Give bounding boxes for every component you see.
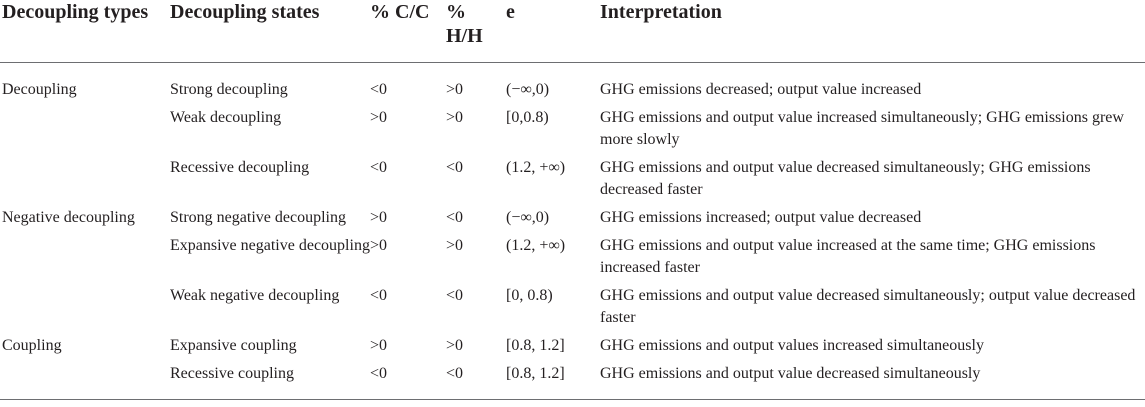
header-hh: % H/H [446, 1, 483, 47]
cell-interpretation: GHG emissions and output value increased… [600, 237, 1096, 276]
cell-cc: <0 [370, 81, 388, 98]
cell-type [0, 151, 170, 201]
cell-state: Expansive negative decoupling [170, 237, 370, 254]
cell-state: Expansive coupling [170, 337, 297, 354]
header-e: e [506, 1, 515, 23]
table-row: Recessive decoupling <0 <0 (1.2, +∞) GHG… [0, 151, 1145, 201]
cell-cc: >0 [370, 209, 388, 226]
cell-e: [0,0.8) [506, 109, 549, 126]
cell-hh: >0 [446, 81, 464, 98]
cell-cc: >0 [370, 109, 388, 126]
header-cc: % C/C [370, 1, 430, 23]
cell-cc: <0 [370, 159, 388, 176]
cell-hh: <0 [446, 159, 464, 176]
table-row: Negative decoupling Strong negative deco… [0, 201, 1145, 229]
cell-hh: >0 [446, 237, 464, 254]
cell-state: Strong decoupling [170, 81, 288, 98]
cell-hh: <0 [446, 365, 464, 382]
table-row: Recessive coupling <0 <0 [0.8, 1.2] GHG … [0, 357, 1145, 400]
cell-e: (−∞,0) [506, 209, 550, 226]
cell-type [0, 101, 170, 151]
header-interpretation: Interpretation [600, 1, 722, 23]
cell-e: (1.2, +∞) [506, 237, 566, 254]
cell-type: Coupling [2, 337, 62, 354]
cell-interpretation: GHG emissions and output value decreased… [600, 287, 1136, 326]
cell-hh: <0 [446, 287, 464, 304]
cell-interpretation: GHG emissions and output value decreased… [600, 365, 981, 382]
cell-interpretation: GHG emissions and output value decreased… [600, 159, 1091, 198]
table-row: Decoupling Strong decoupling <0 >0 (−∞,0… [0, 63, 1145, 102]
cell-state: Weak decoupling [170, 109, 282, 126]
table-row: Coupling Expansive coupling >0 >0 [0.8, … [0, 329, 1145, 357]
header-decoupling-states: Decoupling states [170, 1, 320, 23]
cell-hh: >0 [446, 109, 464, 126]
cell-e: [0.8, 1.2] [506, 337, 565, 354]
header-row: Decoupling types Decoupling states % C/C… [0, 0, 1145, 63]
table-header: Decoupling types Decoupling states % C/C… [0, 0, 1145, 63]
cell-type: Decoupling [2, 81, 77, 98]
cell-e: (1.2, +∞) [506, 159, 566, 176]
table-row: Weak decoupling >0 >0 [0,0.8) GHG emissi… [0, 101, 1145, 151]
header-decoupling-types: Decoupling types [2, 1, 149, 23]
cell-interpretation: GHG emissions and output values increase… [600, 337, 984, 354]
cell-cc: <0 [370, 287, 388, 304]
cell-type: Negative decoupling [2, 209, 135, 226]
cell-cc: <0 [370, 365, 388, 382]
cell-state: Strong negative decoupling [170, 209, 346, 226]
cell-type [0, 229, 170, 279]
table-body: Decoupling Strong decoupling <0 >0 (−∞,0… [0, 63, 1145, 400]
cell-interpretation: GHG emissions increased; output value de… [600, 209, 922, 226]
cell-e: [0, 0.8) [506, 287, 553, 304]
table-row: Weak negative decoupling <0 <0 [0, 0.8) … [0, 279, 1145, 329]
cell-state: Weak negative decoupling [170, 287, 340, 304]
cell-hh: <0 [446, 209, 464, 226]
cell-interpretation: GHG emissions decreased; output value in… [600, 81, 922, 98]
cell-cc: >0 [370, 237, 388, 254]
cell-type [0, 279, 170, 329]
cell-state: Recessive decoupling [170, 159, 310, 176]
cell-e: (−∞,0) [506, 81, 550, 98]
cell-e: [0.8, 1.2] [506, 365, 565, 382]
cell-hh: >0 [446, 337, 464, 354]
cell-type [0, 357, 170, 400]
cell-interpretation: GHG emissions and output value increased… [600, 109, 1124, 148]
table-row: Expansive negative decoupling >0 >0 (1.2… [0, 229, 1145, 279]
cell-cc: >0 [370, 337, 388, 354]
cell-state: Recessive coupling [170, 365, 294, 382]
